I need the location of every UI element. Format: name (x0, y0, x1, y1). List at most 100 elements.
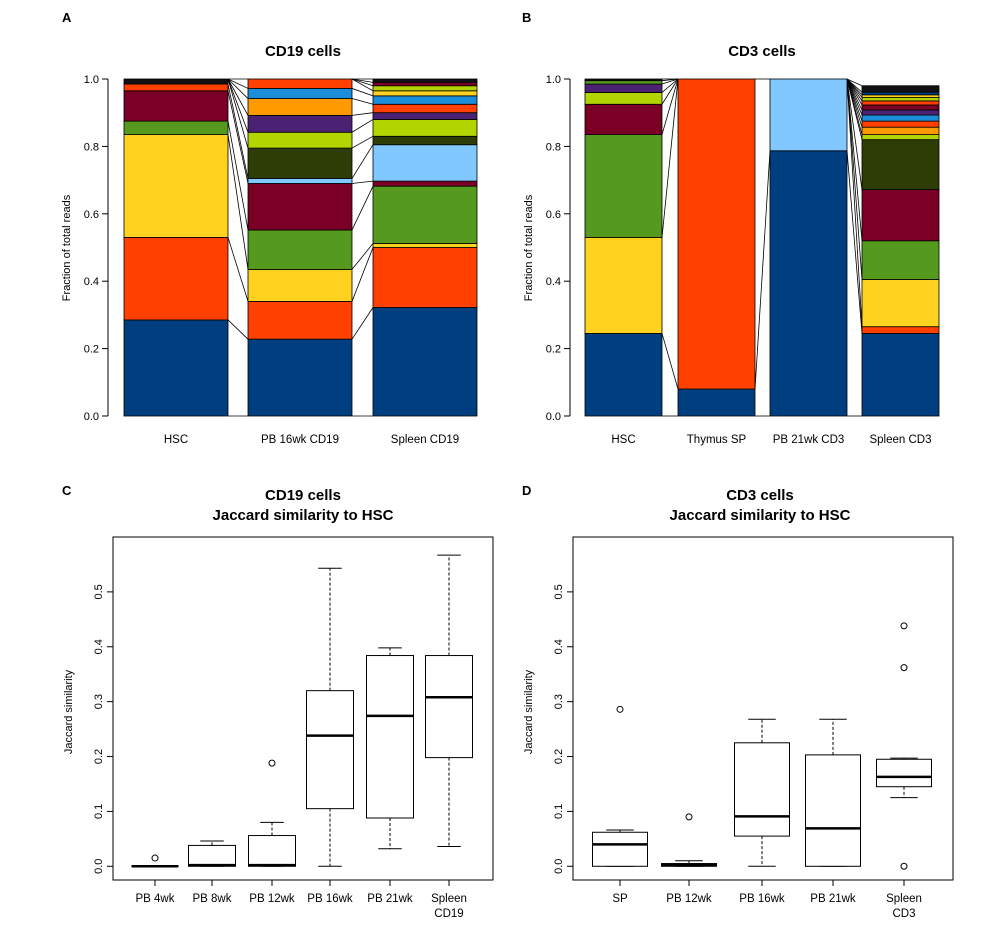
box (306, 690, 354, 810)
bar-segment (584, 78, 663, 82)
connector-line (351, 180, 374, 184)
box (876, 758, 932, 788)
panel-d-title-line2: Jaccard similarity to HSC (670, 507, 851, 524)
bar-segment (247, 114, 353, 133)
bar-segment (247, 178, 353, 184)
bar-segment (372, 180, 478, 187)
bar-segment (372, 103, 478, 114)
bar-segment (123, 319, 229, 417)
bar-segment (861, 97, 940, 102)
panel-c-boxplot-chart: 0.0 0.1 0.2 0.3 0.4 0.5 PB 4wk PB 8wk PB 12wk PB … (93, 536, 494, 920)
outlier-point (151, 854, 159, 862)
bar-segment (769, 78, 848, 152)
panel-c-title-line1: CD19 cells (265, 487, 341, 504)
y-tick-label: 0.2 (93, 749, 105, 764)
bar-segment (247, 147, 353, 179)
y-tick-label: 0.1 (553, 804, 565, 819)
outlier-point (616, 705, 624, 713)
connector-line (351, 98, 374, 105)
panel-c-title-line2: Jaccard similarity to HSC (213, 507, 394, 524)
bar-segment (123, 83, 229, 92)
panel-c-y-axis-label: Jaccard similarity (63, 669, 75, 754)
x-category-label: PB 16wk (739, 893, 785, 905)
bar-segment (861, 279, 940, 328)
bar-segment (247, 229, 353, 270)
x-category-label: Spleen (886, 893, 922, 905)
connector-line (227, 319, 249, 340)
connector-line (846, 78, 863, 111)
x-category-label: Thymus SP (687, 434, 747, 446)
panel-letter-c: C (62, 483, 72, 498)
connector-line (227, 134, 249, 270)
connector-line (846, 78, 863, 190)
bar-segment (372, 78, 478, 83)
bar-segment (861, 91, 940, 96)
connector-line (227, 78, 249, 99)
x-category-label: PB 8wk (193, 893, 232, 905)
connector-line (661, 78, 679, 93)
bar-segment (123, 90, 229, 122)
x-category-label: PB 21wk (810, 893, 856, 905)
connector-line (846, 78, 863, 87)
box (805, 754, 861, 867)
y-tick-label: 0.2 (553, 749, 565, 764)
connector-line (227, 83, 249, 179)
box (366, 655, 414, 819)
x-category-label: PB 16wk CD19 (261, 434, 339, 446)
connector-line (227, 78, 249, 116)
connector-line (227, 78, 249, 133)
connector-line (351, 247, 374, 302)
panel-d-title-line1: CD3 cells (726, 487, 794, 504)
panel-b-title: CD3 cells (728, 43, 796, 60)
connector-line (227, 78, 249, 149)
connector-line (351, 78, 374, 87)
connector-line (351, 144, 374, 179)
bar-segment (247, 301, 353, 340)
y-tick-label: 0.8 (546, 141, 561, 153)
y-tick-label: 0.6 (84, 209, 99, 221)
bar-segment (769, 150, 848, 417)
bar-segment (861, 134, 940, 141)
connector-line (351, 135, 374, 149)
x-category-label: PB 12wk (249, 893, 295, 905)
panel-letter-b: B (522, 10, 531, 25)
box (425, 655, 473, 759)
connector-line (754, 150, 771, 390)
outlier-point (900, 664, 908, 672)
connector-line (351, 243, 374, 270)
x-category-label: Spleen CD19 (391, 434, 459, 446)
panel-a-y-axis-label: Fraction of total reads (61, 194, 73, 301)
bar-segment (861, 85, 940, 93)
bar-segment (584, 103, 663, 136)
bar-segment (372, 144, 478, 182)
connector-line (661, 78, 679, 85)
bar-segment (584, 83, 663, 93)
connector-line (227, 121, 249, 231)
bar-segment (372, 95, 478, 105)
y-tick-label: 0.1 (93, 804, 105, 819)
bar-segment (247, 98, 353, 116)
bar-segment (372, 112, 478, 120)
bar-segment (372, 307, 478, 417)
panel-b-stacked-bar-chart: 0.0 0.2 0.4 0.6 0.8 1.0 HSC Thymus SP PB 21wk CD… (546, 74, 940, 446)
panel-d-boxplot-chart: 0.0 0.1 0.2 0.3 0.4 0.5 SP PB 12wk PB 16wk PB 21w… (553, 536, 954, 920)
y-tick-label: 0.4 (553, 639, 565, 654)
x-category-label: CD3 (892, 908, 915, 920)
connector-line (351, 112, 374, 116)
x-category-label: PB 16wk (307, 893, 353, 905)
panel-letter-d: D (522, 483, 531, 498)
x-category-label: HSC (164, 434, 188, 446)
plot-frame (572, 536, 954, 881)
x-category-label: CD19 (434, 908, 463, 920)
connector-line (227, 78, 249, 89)
y-tick-label: 0.5 (93, 584, 105, 599)
y-tick-label: 0.6 (546, 209, 561, 221)
panel-a-title: CD19 cells (265, 43, 341, 60)
connector-line (351, 88, 374, 97)
bar-segment (372, 85, 478, 92)
bar-segment (861, 114, 940, 122)
box (592, 831, 648, 867)
y-tick-label: 0.0 (546, 411, 561, 423)
outlier-point (268, 759, 276, 767)
